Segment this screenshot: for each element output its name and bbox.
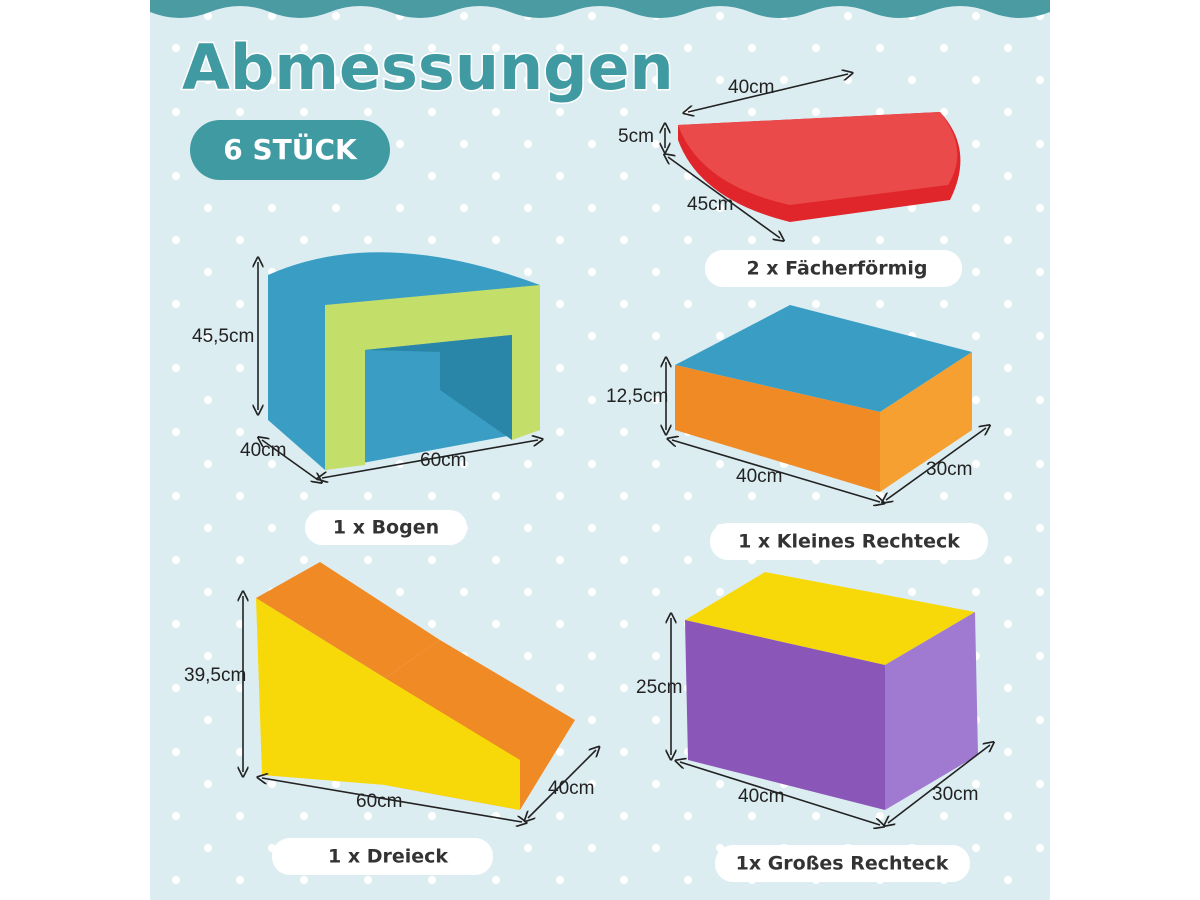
item-label: 1 x Bogen	[333, 517, 439, 539]
dimension: 40cm	[548, 778, 594, 799]
dimension: 12,5cm	[606, 386, 668, 407]
dimension: 40cm	[736, 466, 782, 487]
arrow	[668, 157, 780, 238]
arrow	[680, 762, 880, 825]
dimension: 5cm	[618, 126, 654, 147]
dimension: 45cm	[687, 194, 733, 215]
item-label: 1x Großes Rechteck	[736, 853, 949, 875]
label-pill	[715, 845, 970, 882]
dimension: 40cm	[738, 786, 784, 807]
triangle-slope	[256, 562, 440, 678]
label-pill	[710, 523, 988, 560]
dimension: 25cm	[636, 677, 682, 698]
label-pill	[305, 510, 467, 545]
arrow	[886, 428, 986, 500]
arrow	[688, 74, 848, 112]
arrow	[262, 778, 522, 822]
dimension: 30cm	[926, 459, 972, 480]
wave-header	[150, 0, 1050, 18]
dimension: 40cm	[728, 77, 774, 98]
title: Abmessungen	[182, 31, 674, 104]
arrow	[528, 750, 596, 818]
big-rect-top	[685, 572, 975, 665]
arrow	[672, 440, 880, 502]
small-rect-top	[675, 305, 972, 412]
dimension: 60cm	[356, 791, 402, 812]
dimension: 40cm	[240, 440, 286, 461]
item-label: 2 x Fächerförmig	[746, 258, 927, 280]
arrow	[322, 440, 538, 478]
dimension: 39,5cm	[184, 665, 246, 686]
item-label: 1 x Kleines Rechteck	[738, 531, 960, 553]
arch-green	[325, 285, 540, 470]
label-pill	[705, 250, 962, 287]
item-label: 1 x Dreieck	[328, 846, 448, 868]
triangle-side	[256, 598, 385, 785]
badge-text: 6 STÜCK	[223, 132, 358, 166]
dimension: 45,5cm	[192, 326, 254, 347]
arch-inner	[365, 335, 512, 440]
badge	[190, 120, 390, 180]
arrow	[262, 440, 318, 480]
dimension: 60cm	[420, 450, 466, 471]
arrow	[888, 745, 990, 823]
label-pill	[272, 838, 493, 875]
dimension: 30cm	[932, 784, 978, 805]
